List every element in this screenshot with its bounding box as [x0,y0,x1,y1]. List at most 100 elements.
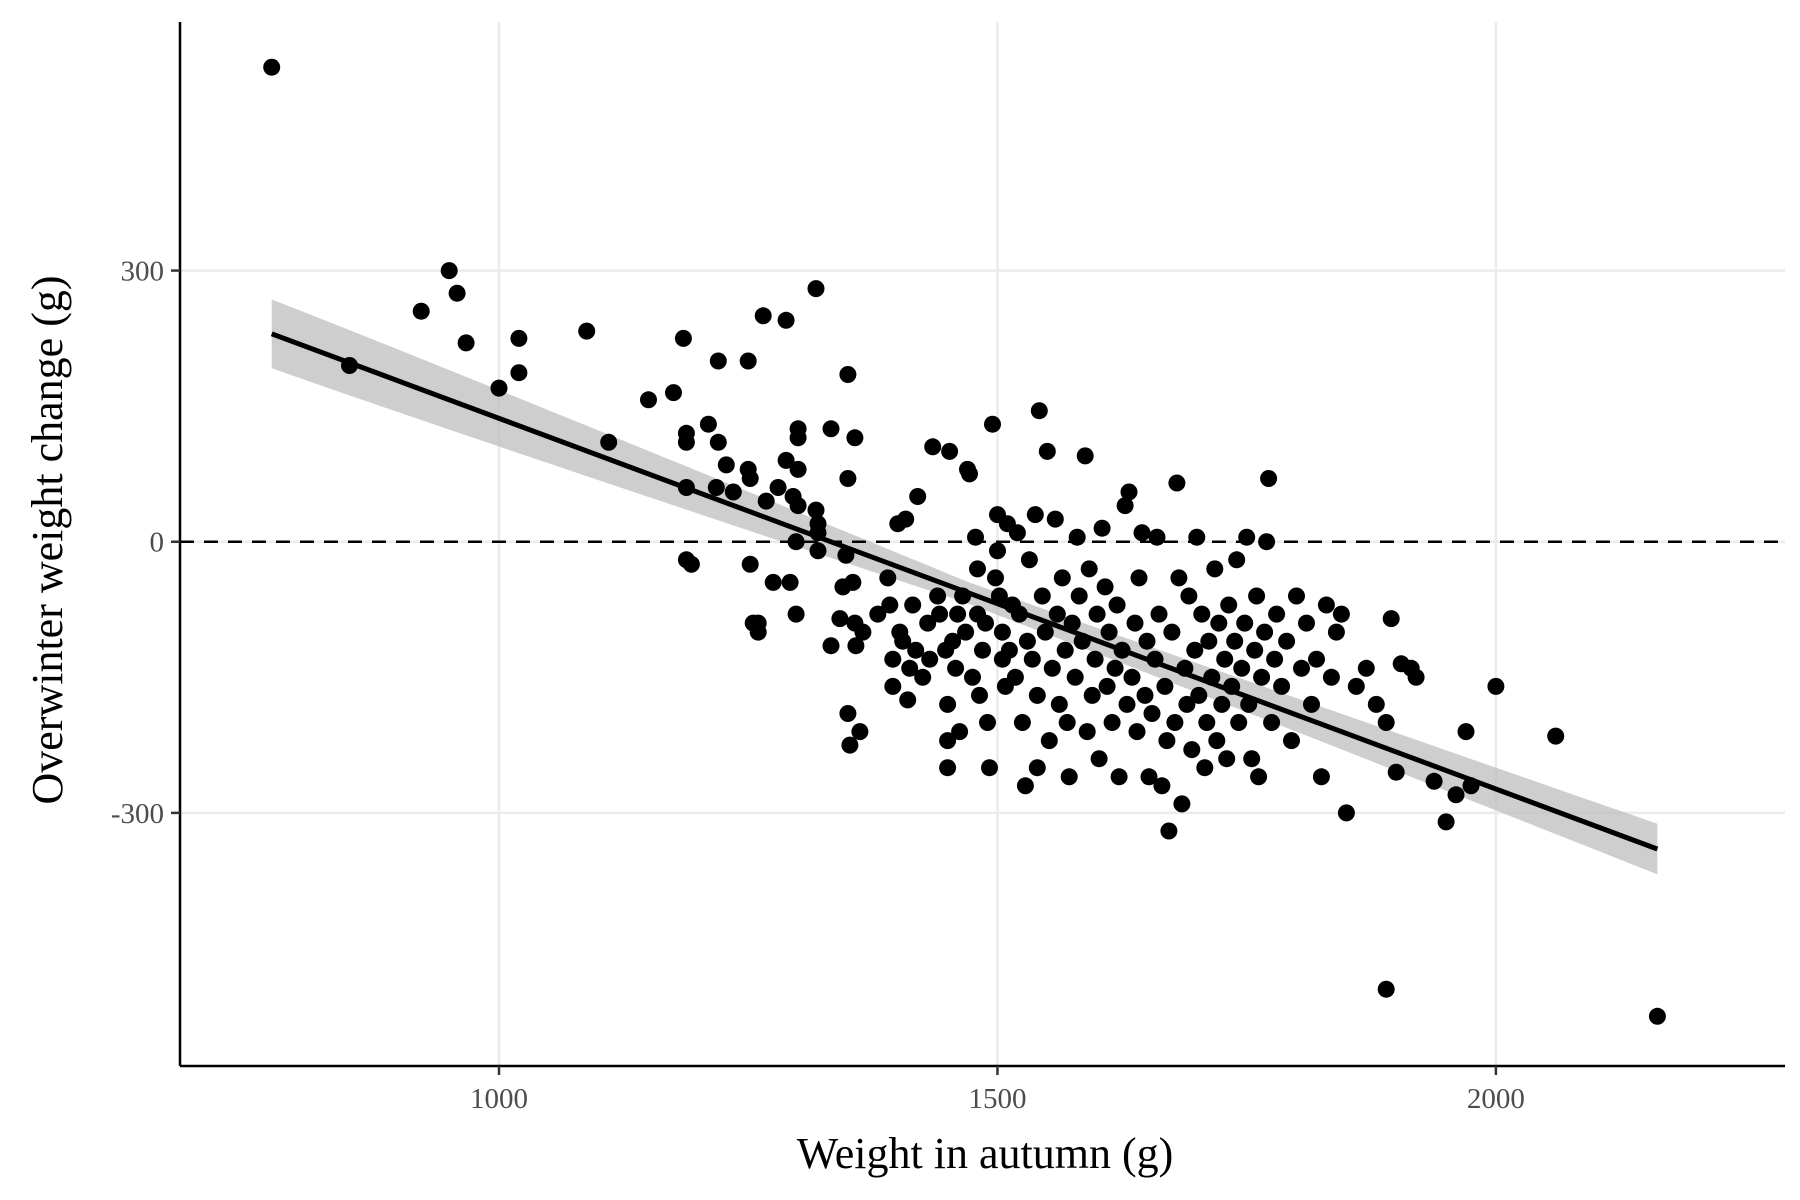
data-point [949,605,967,623]
data-point [1100,623,1118,641]
data-point [904,596,922,614]
x-axis-title: Weight in autumn (g) [797,1129,1174,1178]
data-point [1126,614,1144,632]
data-point [841,736,859,754]
data-point [1108,596,1126,614]
data-point [939,695,957,713]
data-point [1183,741,1201,759]
data-point [993,623,1011,641]
data-point [1088,605,1106,623]
data-point [1238,528,1256,546]
data-point [1103,714,1121,731]
data-point [951,723,969,741]
data-point [1138,632,1156,650]
x-axis-ticks: 1000 1500 2000 [470,1066,1525,1115]
data-point [921,650,939,668]
data-point [789,429,807,447]
data-point [789,497,807,515]
data-point [1023,650,1041,668]
data-point [1268,605,1286,623]
data-point [1250,768,1268,786]
data-point [1128,723,1146,741]
data-point [839,366,857,383]
data-point [440,262,458,280]
data-point [1098,677,1116,695]
data-point [1278,632,1296,650]
data-point [510,364,528,382]
data-point [1006,668,1024,686]
data-point [1437,813,1455,831]
data-point [1143,705,1161,722]
data-point [929,587,947,605]
data-point [1322,668,1340,686]
data-point [1230,714,1248,731]
data-point [846,429,864,447]
data-point [1080,560,1098,578]
data-point [854,623,872,641]
data-point [1425,772,1443,790]
data-point [1258,533,1276,551]
data-point [1186,641,1204,659]
confidence-band-area [271,299,1658,875]
y-axis-title: Overwinter weight change (g) [23,275,72,804]
data-point [884,677,902,695]
data-point [974,641,991,659]
data-point [677,433,695,451]
data-point [600,433,618,451]
data-point [709,433,727,451]
data-point [822,420,840,438]
data-point [947,659,965,677]
data-point [1046,510,1064,528]
data-point [1317,596,1335,614]
data-point [787,533,805,551]
data-point [1457,723,1475,741]
data-point [1070,587,1088,605]
data-point [1096,578,1114,596]
data-point [674,329,692,347]
data-point [977,614,994,632]
data-point [1118,695,1136,713]
data-point [1377,980,1395,998]
data-point [984,415,1001,433]
data-point [764,573,782,591]
data-point [969,560,986,578]
data-point [757,492,775,510]
data-point [839,470,857,487]
data-point [939,732,957,750]
data-point [1158,732,1176,750]
data-point [807,501,825,519]
data-point [1337,804,1355,822]
data-point [901,659,919,677]
data-point [741,470,759,487]
data-point [1308,650,1325,668]
data-point [1288,587,1305,605]
data-point [1196,759,1214,777]
data-point [781,573,799,591]
data-point [1218,750,1236,768]
data-point [1050,695,1068,713]
data-point [1066,668,1084,686]
data-point [1048,605,1066,623]
data-point [1028,686,1046,704]
data-point [682,555,700,573]
data-point [1173,795,1191,813]
data-point [1110,768,1128,786]
data-point [1200,632,1218,650]
data-point [1387,763,1405,781]
y-tick-label: -300 [111,798,164,830]
data-point [944,632,962,650]
data-point [967,528,984,546]
data-point [884,650,902,668]
data-point [754,307,772,325]
data-point [1170,569,1188,587]
data-point [1216,650,1234,668]
data-point [1303,695,1320,713]
data-point [1020,551,1038,569]
data-point [1382,610,1400,628]
data-point [739,352,757,370]
data-point [640,391,657,409]
data-point [1026,506,1044,524]
data-point [1367,695,1385,713]
